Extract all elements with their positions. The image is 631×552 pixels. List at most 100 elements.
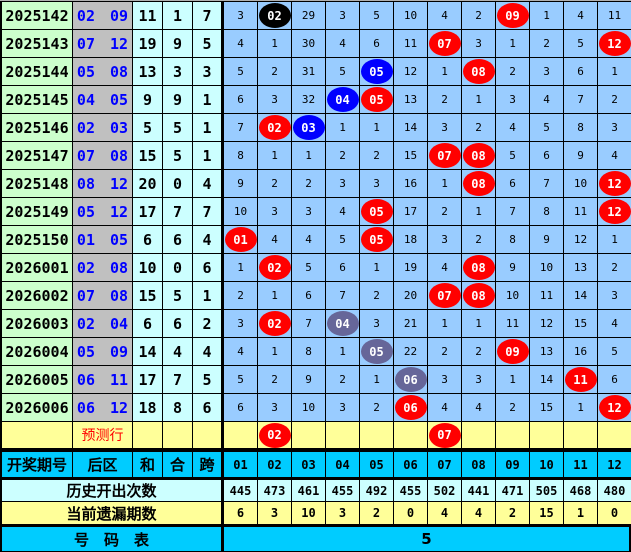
prediction-cell [360, 422, 393, 448]
number-cell: 15 [530, 394, 563, 421]
row-hezhi: 0 [163, 170, 192, 197]
number-cell: 5 [326, 226, 359, 253]
number-cell: 5 [292, 254, 325, 281]
number-cell: 3 [530, 58, 563, 85]
history-count: 502 [428, 480, 461, 501]
number-cell: 9 [496, 254, 529, 281]
ball-red: 08 [462, 255, 495, 280]
number-cell: 07 [428, 30, 461, 57]
number-cell: 1 [258, 30, 291, 57]
number-cell: 5 [326, 58, 359, 85]
header-hezhi: 合 [163, 452, 192, 477]
ball-red: 06 [394, 395, 427, 420]
number-cell: 8 [224, 142, 257, 169]
number-cell: 05 [360, 58, 393, 85]
ball-blue: 05 [360, 59, 393, 84]
number-cell: 02 [258, 254, 291, 281]
number-cell: 5 [598, 338, 631, 365]
row-back: 07 08 [73, 282, 132, 309]
number-cell: 7 [292, 310, 325, 337]
row-he: 20 [133, 170, 162, 197]
number-cell: 6 [530, 142, 563, 169]
number-cell: 2 [360, 394, 393, 421]
number-cell: 16 [564, 338, 597, 365]
ball-red: 08 [462, 59, 495, 84]
row-he: 15 [133, 142, 162, 169]
number-cell: 2 [598, 86, 631, 113]
number-cell: 3 [258, 86, 291, 113]
row-kua: 4 [193, 338, 221, 365]
row-period: 2026001 [2, 254, 72, 281]
ball-red: 12 [598, 31, 631, 56]
number-cell: 3 [326, 394, 359, 421]
number-cell: 7 [224, 114, 257, 141]
number-cell: 1 [258, 338, 291, 365]
prediction-cell [598, 422, 631, 448]
row-kua: 7 [193, 2, 221, 29]
header-number: 11 [564, 452, 597, 477]
row-period: 2025150 [2, 226, 72, 253]
number-cell: 10 [224, 198, 257, 225]
number-cell: 03 [292, 114, 325, 141]
number-cell: 5 [360, 2, 393, 29]
number-cell: 3 [462, 366, 495, 393]
number-cell: 12 [394, 58, 427, 85]
omission-count: 3 [326, 502, 359, 524]
number-cell: 2 [462, 338, 495, 365]
ball-red: 07 [428, 283, 461, 308]
number-cell: 1 [360, 114, 393, 141]
number-cell: 05 [360, 338, 393, 365]
number-cell: 08 [462, 142, 495, 169]
number-cell: 1 [462, 86, 495, 113]
footer-value: 5 [224, 527, 629, 551]
number-cell: 6 [326, 254, 359, 281]
row-back: 01 05 [73, 226, 132, 253]
history-count: 441 [462, 480, 495, 501]
number-cell: 14 [530, 366, 563, 393]
number-cell: 9 [530, 226, 563, 253]
number-cell: 16 [394, 170, 427, 197]
number-cell: 08 [462, 58, 495, 85]
row-hezhi: 9 [163, 86, 192, 113]
number-cell: 21 [394, 310, 427, 337]
number-cell: 22 [394, 338, 427, 365]
number-cell: 05 [360, 226, 393, 253]
number-cell: 05 [360, 198, 393, 225]
omission-count: 15 [530, 502, 563, 524]
number-cell: 04 [326, 86, 359, 113]
row-he: 5 [133, 114, 162, 141]
number-cell: 6 [496, 170, 529, 197]
ball-red: 08 [462, 171, 495, 196]
row-he: 10 [133, 254, 162, 281]
history-count: 468 [564, 480, 597, 501]
prediction-period-cell [2, 422, 72, 448]
header-number: 05 [360, 452, 393, 477]
header-number: 02 [258, 452, 291, 477]
ball-red: 07 [428, 422, 461, 448]
row-period: 2025142 [2, 2, 72, 29]
number-cell: 08 [462, 254, 495, 281]
omission-count: 10 [292, 502, 325, 524]
number-cell: 12 [598, 170, 631, 197]
number-cell: 09 [496, 338, 529, 365]
row-kua: 1 [193, 114, 221, 141]
row-kua: 5 [193, 366, 221, 393]
row-period: 2025146 [2, 114, 72, 141]
number-cell: 12 [598, 198, 631, 225]
number-cell: 5 [224, 58, 257, 85]
number-cell: 06 [394, 366, 427, 393]
number-cell: 3 [598, 114, 631, 141]
ball-red: 02 [258, 255, 291, 280]
row-hezhi: 6 [163, 226, 192, 253]
number-cell: 32 [292, 86, 325, 113]
footer-label: 号 码 表 [2, 527, 221, 551]
number-cell: 4 [428, 2, 461, 29]
history-count: 455 [326, 480, 359, 501]
number-cell: 1 [428, 170, 461, 197]
prediction-cell [394, 422, 427, 448]
row-hezhi: 1 [163, 2, 192, 29]
number-cell: 2 [428, 198, 461, 225]
number-cell: 1 [326, 338, 359, 365]
history-count: 480 [598, 480, 631, 501]
number-cell: 1 [360, 366, 393, 393]
